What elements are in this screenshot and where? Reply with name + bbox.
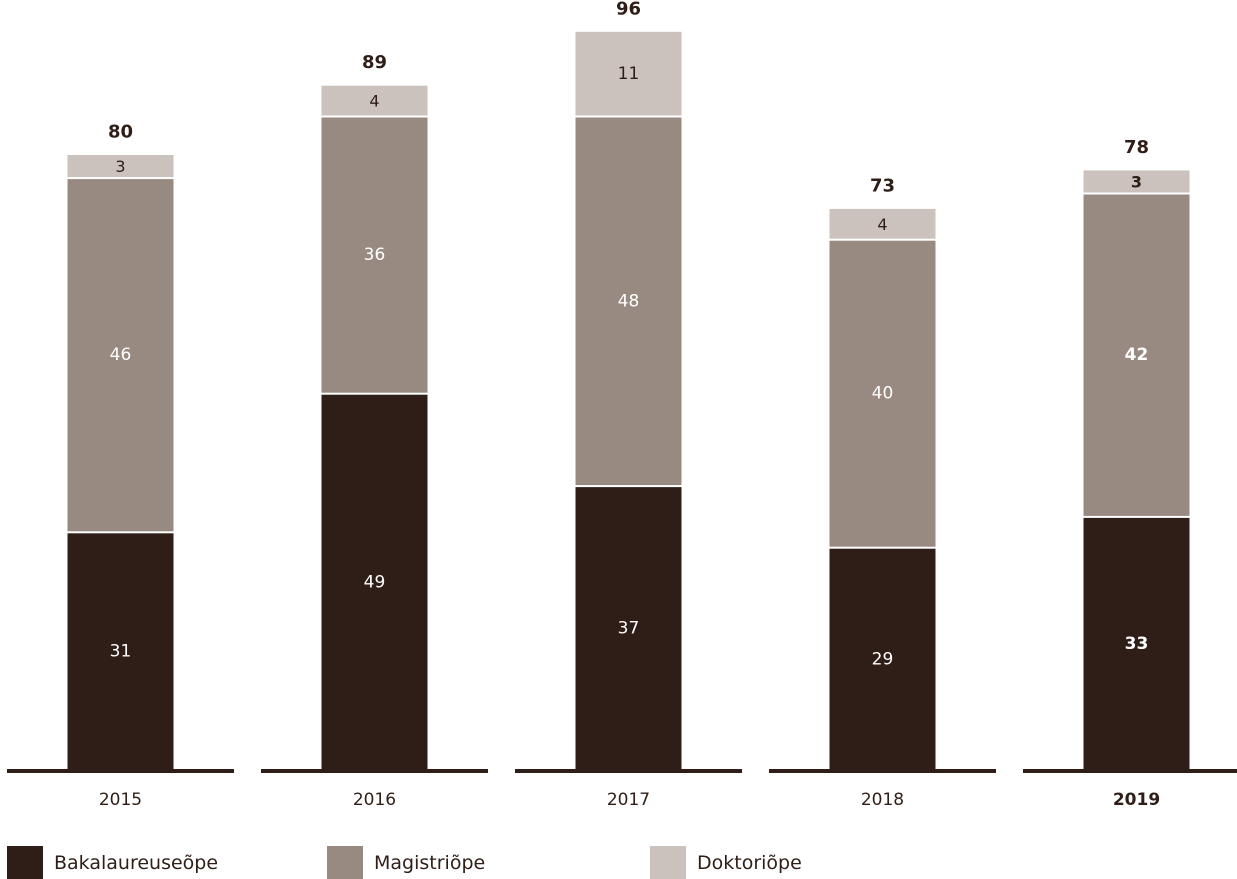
value-label-2019-series-1: 42: [1125, 345, 1149, 365]
value-label-2016-series-1: 36: [364, 245, 386, 265]
bars: [67, 31, 1190, 771]
total-label-2018: 73: [870, 175, 895, 196]
bar-2018-series-1: [829, 239, 936, 548]
value-label-2018-series-2: 4: [877, 215, 887, 234]
value-label-2016-series-2: 4: [369, 92, 379, 111]
value-label-2019-series-2: 3: [1131, 172, 1142, 191]
category-label-2015: 2015: [99, 790, 142, 810]
segment-separator: [67, 531, 174, 534]
segment-separator: [829, 546, 936, 549]
legend: Bakalaureuseõpe Magistriõpe Doktoriõpe: [7, 846, 802, 879]
segment-separator: [575, 485, 682, 488]
legend-label-1: Magistriõpe: [374, 852, 485, 874]
category-label-2018: 2018: [861, 790, 904, 810]
total-label-2015: 80: [108, 122, 133, 143]
segment-separator: [321, 115, 428, 118]
value-label-2017-series-1: 48: [618, 291, 640, 311]
segment-separator: [575, 115, 682, 118]
bar-2019-series-0: [1083, 516, 1190, 771]
bar-2019-series-2: [1083, 170, 1190, 194]
value-label-2016-series-0: 49: [364, 572, 386, 592]
total-label-2017: 96: [616, 0, 641, 19]
total-label-2016: 89: [362, 52, 387, 73]
legend-label-0: Bakalaureuseõpe: [54, 852, 218, 874]
legend-swatch-0: [7, 846, 43, 879]
value-label-2015-series-1: 46: [110, 345, 132, 365]
value-label-2017-series-0: 37: [618, 619, 640, 639]
legend-swatch-1: [327, 846, 363, 879]
value-label-2019-series-0: 33: [1125, 634, 1149, 654]
data-labels: 31 46 3 80 2015 49 36 4 89 2016 37 48 11 96 2017 29 40 4 7…: [99, 0, 1160, 810]
value-label-2017-series-2: 11: [618, 64, 640, 84]
bar-2017-series-1: [575, 116, 682, 487]
legend-label-2: Doktoriõpe: [697, 852, 802, 874]
segment-separator: [67, 177, 174, 180]
bar-2016-series-0: [321, 393, 428, 771]
bar-2017-series-2: [575, 31, 682, 117]
bar-2015-series-0: [67, 532, 174, 771]
segment-separator: [321, 392, 428, 395]
bar-2015-series-2: [67, 155, 174, 179]
category-label-2019: 2019: [1113, 790, 1160, 810]
category-label-2016: 2016: [353, 790, 396, 810]
category-label-2017: 2017: [607, 790, 650, 810]
bar-2016-series-1: [321, 116, 428, 394]
segment-separator: [1083, 515, 1190, 518]
value-label-2015-series-0: 31: [110, 642, 132, 662]
bar-2015-series-1: [67, 178, 174, 533]
bar-2017-series-0: [575, 486, 682, 771]
total-label-2019: 78: [1124, 137, 1149, 158]
value-label-2018-series-0: 29: [872, 649, 894, 669]
value-label-2015-series-2: 3: [115, 157, 125, 176]
segment-separator: [829, 238, 936, 241]
bar-2019-series-1: [1083, 193, 1190, 517]
value-label-2018-series-1: 40: [872, 384, 894, 404]
bar-2018-series-0: [829, 547, 936, 771]
bar-2016-series-2: [321, 85, 428, 117]
legend-swatch-2: [650, 846, 686, 879]
bar-2018-series-2: [829, 208, 936, 240]
segment-separator: [1083, 192, 1190, 195]
